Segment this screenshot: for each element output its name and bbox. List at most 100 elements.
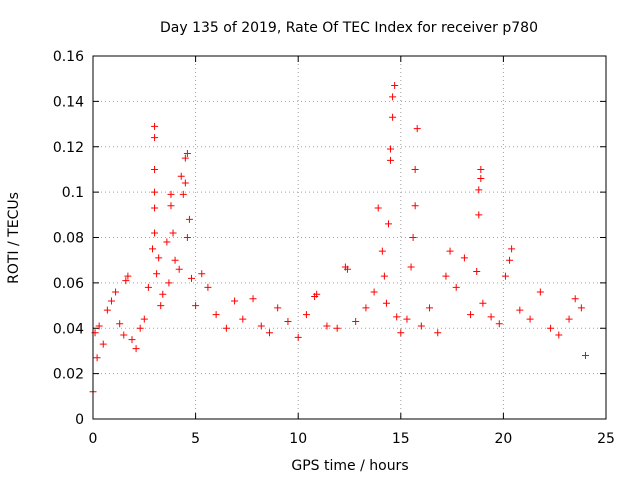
x-tick-label: 0 xyxy=(89,431,98,447)
x-tick-label: 20 xyxy=(494,431,512,447)
data-point xyxy=(124,272,132,280)
data-point xyxy=(177,172,185,180)
data-point xyxy=(167,190,175,198)
y-axis-label: ROTI / TECUs xyxy=(6,192,22,284)
data-point xyxy=(479,299,487,307)
data-point xyxy=(183,150,191,158)
data-point xyxy=(167,202,175,210)
data-point xyxy=(487,313,495,321)
data-point xyxy=(393,313,401,321)
data-point xyxy=(460,254,468,262)
data-point xyxy=(378,247,386,255)
data-point xyxy=(380,272,388,280)
data-point xyxy=(151,122,159,130)
data-point xyxy=(151,229,159,237)
data-point xyxy=(571,295,579,303)
data-point xyxy=(107,297,115,305)
data-point xyxy=(555,331,563,339)
y-tick-label: 0.04 xyxy=(53,321,84,337)
y-tick-label: 0.16 xyxy=(53,49,84,65)
x-tick-label: 10 xyxy=(289,431,307,447)
data-point xyxy=(169,229,177,237)
data-point xyxy=(302,311,310,319)
y-tick-label: 0.1 xyxy=(62,185,84,201)
data-point xyxy=(294,333,302,341)
data-point xyxy=(151,204,159,212)
data-point xyxy=(516,306,524,314)
data-point xyxy=(95,322,103,330)
data-point xyxy=(403,315,411,323)
data-point xyxy=(171,256,179,264)
data-point xyxy=(313,290,321,298)
data-point xyxy=(112,288,120,296)
data-point xyxy=(231,297,239,305)
data-point xyxy=(284,317,292,325)
data-point xyxy=(411,202,419,210)
data-point xyxy=(183,234,191,241)
data-point xyxy=(155,254,163,262)
y-tick-label: 0.08 xyxy=(53,231,84,247)
data-point xyxy=(136,324,144,332)
data-point xyxy=(198,270,206,278)
data-point xyxy=(128,336,136,344)
data-point xyxy=(153,270,161,278)
data-point xyxy=(212,311,220,319)
data-point xyxy=(536,288,544,296)
data-point xyxy=(140,315,148,323)
data-point xyxy=(179,190,187,198)
data-point xyxy=(192,302,200,310)
data-point xyxy=(382,299,390,307)
y-tick-label: 0.02 xyxy=(53,367,84,383)
data-point xyxy=(149,245,157,253)
data-point xyxy=(442,272,450,280)
data-point xyxy=(387,145,395,153)
data-point xyxy=(391,81,399,89)
data-point xyxy=(265,329,273,337)
data-point xyxy=(413,125,421,133)
axis-ticks: 0 5 10 15 20 25 0 0.02 0.04 0.06 0.08 0.1 0.12 0.14 0.… xyxy=(53,49,615,447)
data-point xyxy=(222,324,230,332)
data-point xyxy=(159,290,167,298)
data-point xyxy=(409,234,417,241)
x-tick-label: 25 xyxy=(597,431,615,447)
data-point xyxy=(477,165,485,173)
y-tick-label: 0 xyxy=(75,412,84,428)
data-point xyxy=(151,165,159,173)
data-point xyxy=(475,211,483,219)
y-tick-label: 0.12 xyxy=(53,140,84,156)
data-point xyxy=(452,283,460,291)
data-point xyxy=(116,320,124,328)
data-point xyxy=(477,175,485,183)
data-point xyxy=(473,268,481,276)
data-point xyxy=(475,186,483,194)
x-tick-label: 15 xyxy=(392,431,410,447)
data-series-roti xyxy=(89,81,589,396)
data-point xyxy=(249,295,257,303)
data-point xyxy=(362,304,370,312)
data-point xyxy=(187,274,195,282)
data-point xyxy=(175,265,183,273)
data-point xyxy=(397,329,405,337)
data-point xyxy=(374,204,382,212)
data-point xyxy=(157,302,165,310)
data-point xyxy=(565,315,573,323)
data-point xyxy=(495,320,503,328)
data-point xyxy=(144,283,152,291)
data-point xyxy=(547,324,555,332)
data-point xyxy=(387,156,395,164)
data-point xyxy=(526,315,534,323)
data-point xyxy=(181,179,189,187)
data-point xyxy=(467,311,475,319)
data-point xyxy=(508,245,516,253)
data-point xyxy=(352,317,360,325)
data-point xyxy=(501,272,509,280)
data-point xyxy=(239,315,247,323)
data-point xyxy=(103,306,111,314)
data-point xyxy=(577,304,585,312)
data-point xyxy=(389,113,397,121)
data-point xyxy=(163,238,171,246)
data-point xyxy=(384,220,392,228)
y-tick-label: 0.14 xyxy=(53,94,84,110)
